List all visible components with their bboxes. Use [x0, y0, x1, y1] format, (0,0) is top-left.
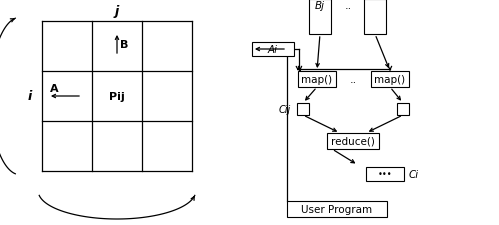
Text: ..: .. [344, 1, 352, 11]
Text: reduce(): reduce() [331, 136, 375, 146]
Bar [327, 133, 379, 149]
Text: User Program: User Program [301, 204, 373, 214]
Bar [298, 72, 336, 88]
Bar [397, 104, 409, 115]
Text: B: B [120, 39, 128, 49]
Text: map(): map() [301, 75, 332, 85]
Text: Pij: Pij [109, 92, 125, 101]
Bar [287, 201, 387, 217]
Text: •••: ••• [378, 170, 392, 179]
Bar [371, 72, 409, 88]
Text: map(): map() [374, 75, 406, 85]
Text: Ai: Ai [268, 45, 278, 55]
Text: Bj: Bj [315, 1, 325, 11]
Bar [366, 167, 404, 181]
Bar [364, 0, 386, 35]
Bar [297, 104, 309, 115]
Bar [309, 0, 331, 35]
Text: ..: .. [350, 75, 357, 85]
Text: Cij: Cij [279, 105, 291, 115]
Text: A: A [50, 84, 59, 94]
Bar [252, 43, 294, 57]
Text: j: j [115, 5, 119, 18]
Text: Ci: Ci [409, 169, 419, 179]
Text: i: i [28, 90, 32, 103]
